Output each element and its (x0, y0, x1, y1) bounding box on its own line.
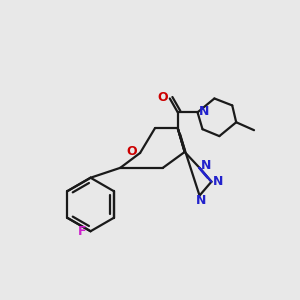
Text: N: N (196, 194, 207, 207)
Text: O: O (158, 91, 168, 104)
Text: N: N (213, 175, 224, 188)
Text: F: F (77, 225, 86, 238)
Text: O: O (127, 146, 137, 158)
Text: N: N (199, 105, 210, 118)
Text: N: N (201, 159, 212, 172)
